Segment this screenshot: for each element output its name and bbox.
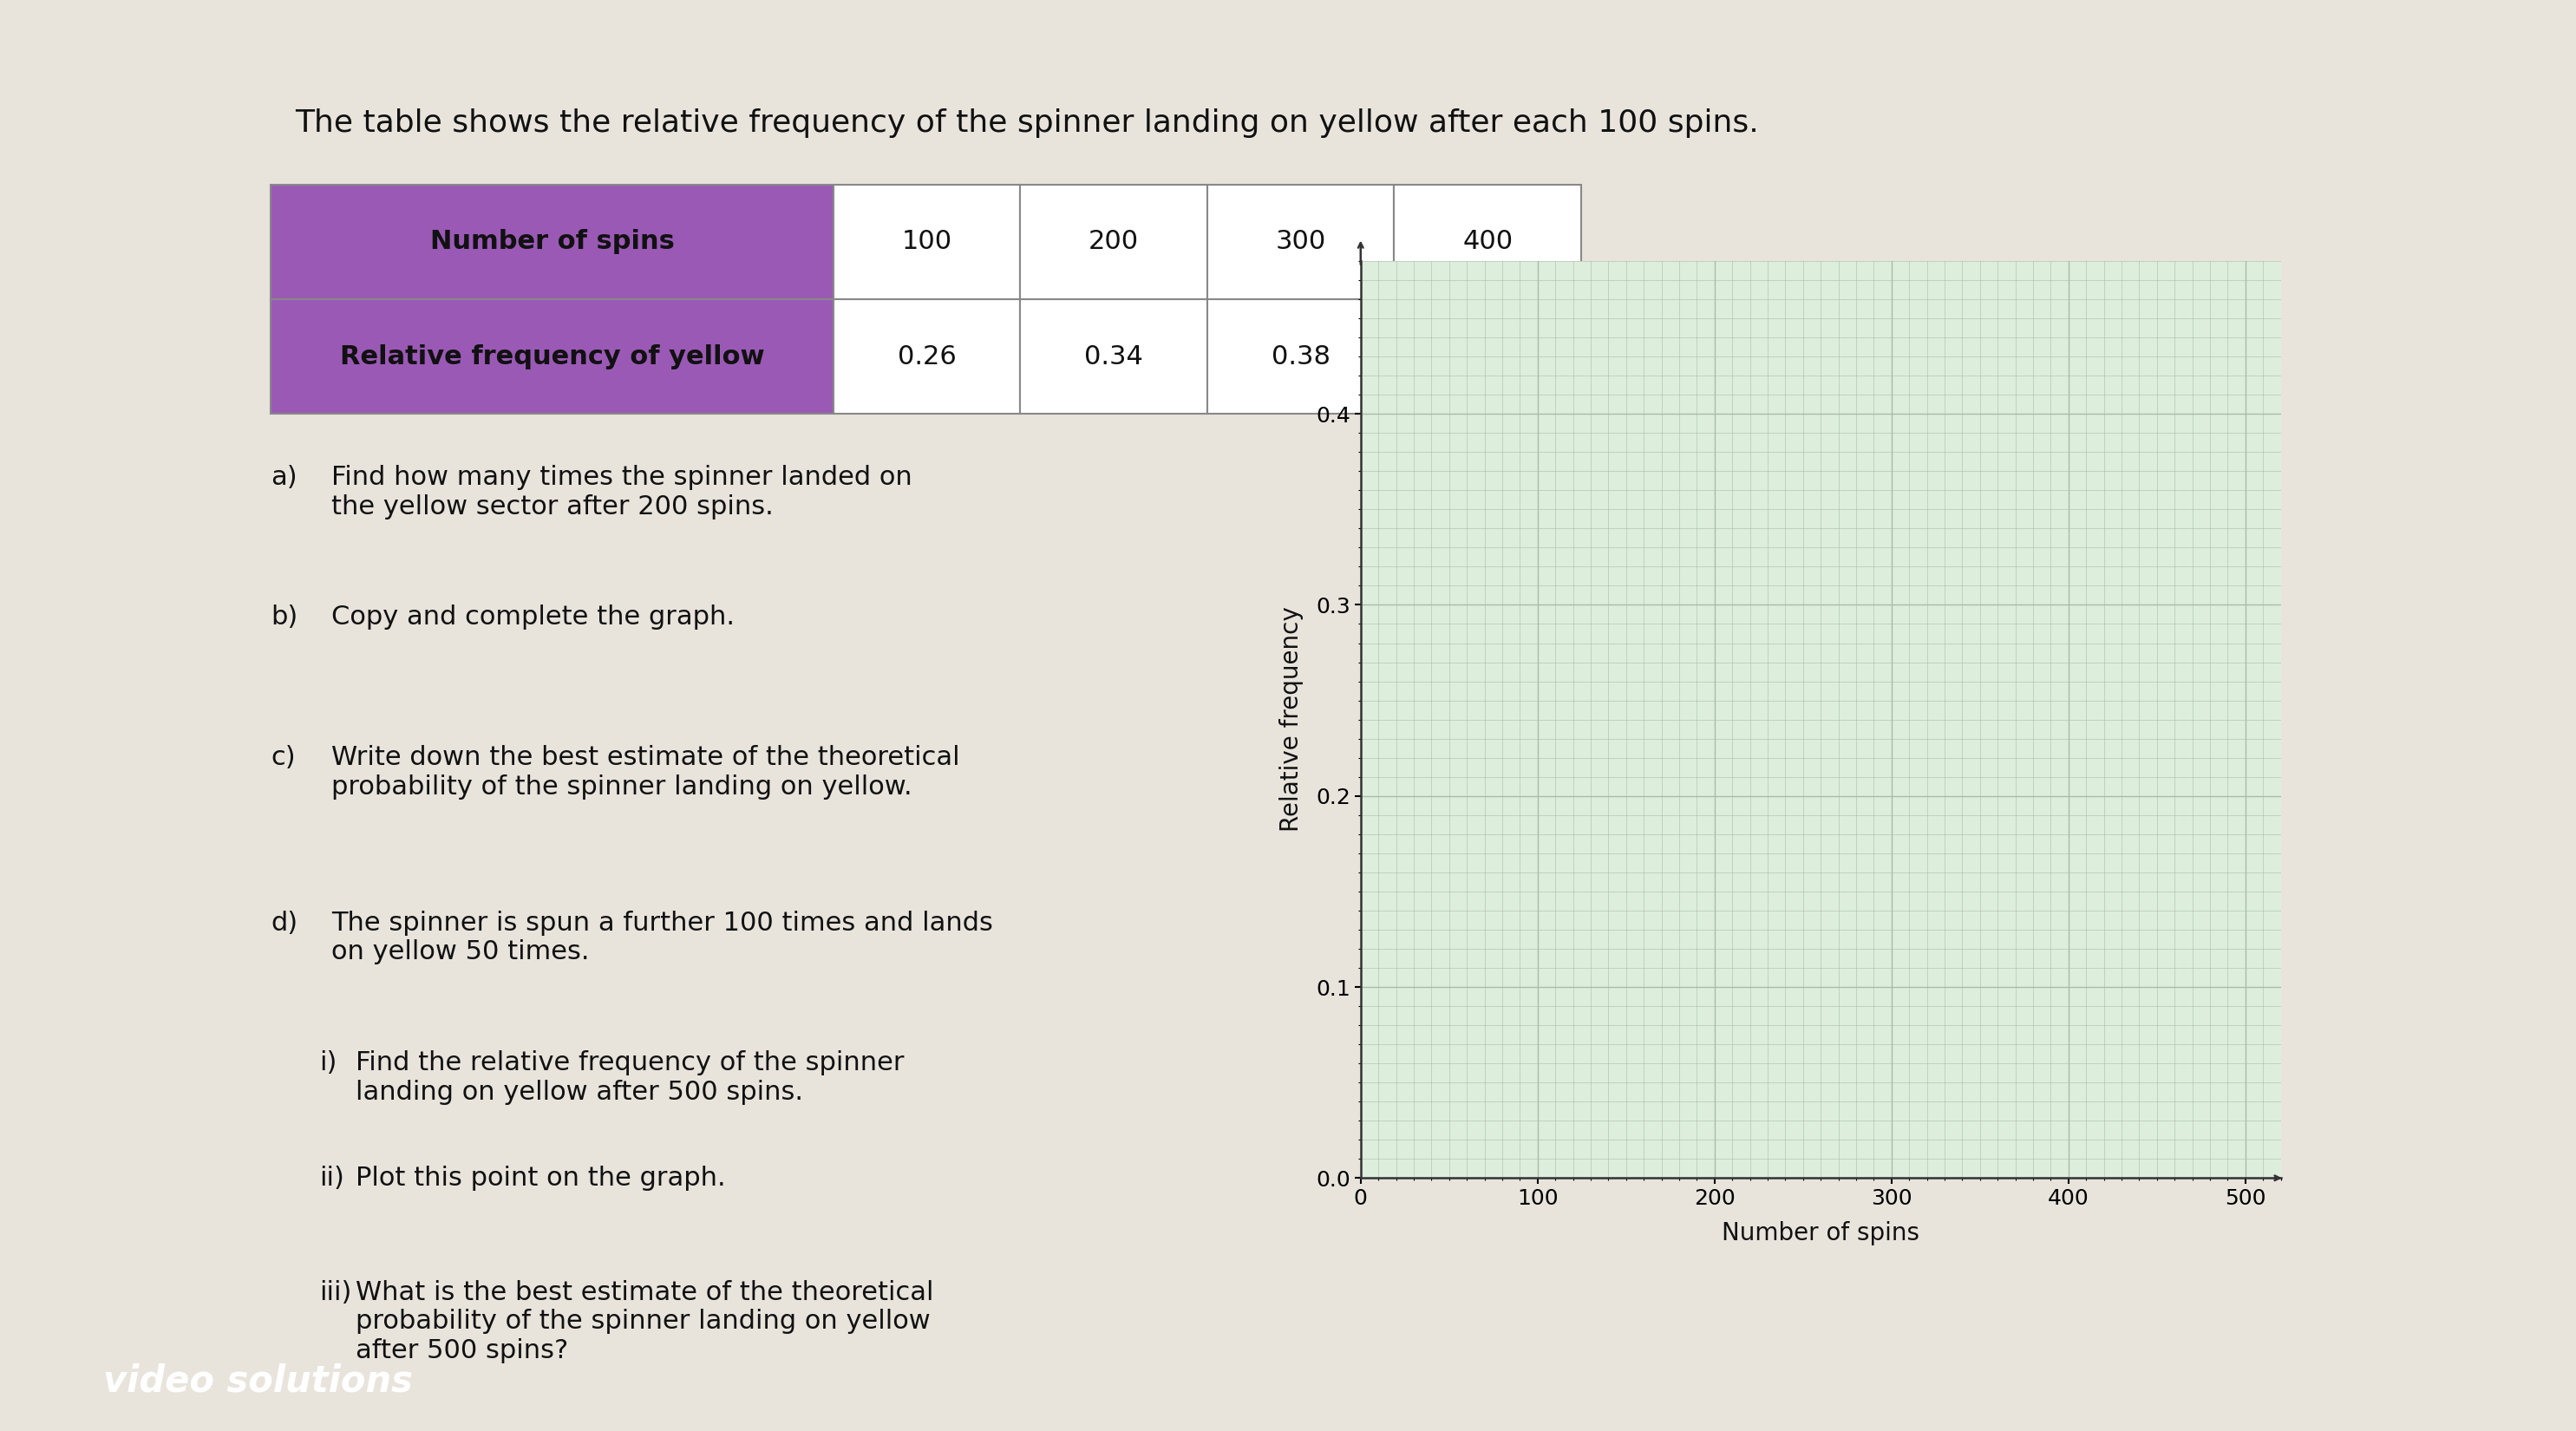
Text: Find the relative frequency of the spinner
landing on yellow after 500 spins.: Find the relative frequency of the spinn… (355, 1050, 904, 1105)
Text: iii): iii) (319, 1279, 353, 1305)
Text: ii): ii) (319, 1165, 345, 1191)
FancyBboxPatch shape (270, 299, 832, 414)
Text: c): c) (270, 746, 296, 770)
Text: a): a) (270, 465, 299, 489)
FancyBboxPatch shape (1020, 299, 1208, 414)
Text: The spinner is spun a further 100 times and lands
on yellow 50 times.: The spinner is spun a further 100 times … (332, 910, 994, 964)
Text: 200: 200 (1090, 229, 1139, 255)
Text: 100: 100 (902, 229, 953, 255)
FancyBboxPatch shape (1394, 185, 1582, 299)
Text: What is the best estimate of the theoretical
probability of the spinner landing : What is the best estimate of the theoret… (355, 1279, 935, 1364)
FancyBboxPatch shape (832, 185, 1020, 299)
Text: Number of spins: Number of spins (430, 229, 675, 255)
Text: Plot this point on the graph.: Plot this point on the graph. (355, 1165, 726, 1191)
Text: Write down the best estimate of the theoretical
probability of the spinner landi: Write down the best estimate of the theo… (332, 746, 961, 800)
Text: The table shows the relative frequency of the spinner landing on yellow after ea: The table shows the relative frequency o… (296, 109, 1759, 137)
Text: video solutions: video solutions (103, 1362, 412, 1400)
FancyBboxPatch shape (270, 185, 832, 299)
Text: Copy and complete the graph.: Copy and complete the graph. (332, 605, 734, 630)
FancyBboxPatch shape (1394, 299, 1582, 414)
FancyBboxPatch shape (1020, 185, 1208, 299)
Y-axis label: Relative frequency: Relative frequency (1280, 607, 1303, 833)
Text: 0.34: 0.34 (1084, 343, 1144, 369)
Text: b): b) (270, 605, 299, 630)
X-axis label: Number of spins: Number of spins (1721, 1221, 1919, 1245)
Text: 300: 300 (1275, 229, 1327, 255)
Text: 0.26: 0.26 (896, 343, 956, 369)
Text: i): i) (319, 1050, 337, 1076)
FancyBboxPatch shape (832, 299, 1020, 414)
Text: Relative frequency of yellow: Relative frequency of yellow (340, 343, 765, 369)
Text: Find how many times the spinner landed on
the yellow sector after 200 spins.: Find how many times the spinner landed o… (332, 465, 912, 519)
Text: 0.4: 0.4 (1466, 343, 1510, 369)
Text: 400: 400 (1463, 229, 1512, 255)
FancyBboxPatch shape (1208, 299, 1394, 414)
Text: d): d) (270, 910, 299, 936)
FancyBboxPatch shape (1208, 185, 1394, 299)
Text: 0.38: 0.38 (1270, 343, 1329, 369)
